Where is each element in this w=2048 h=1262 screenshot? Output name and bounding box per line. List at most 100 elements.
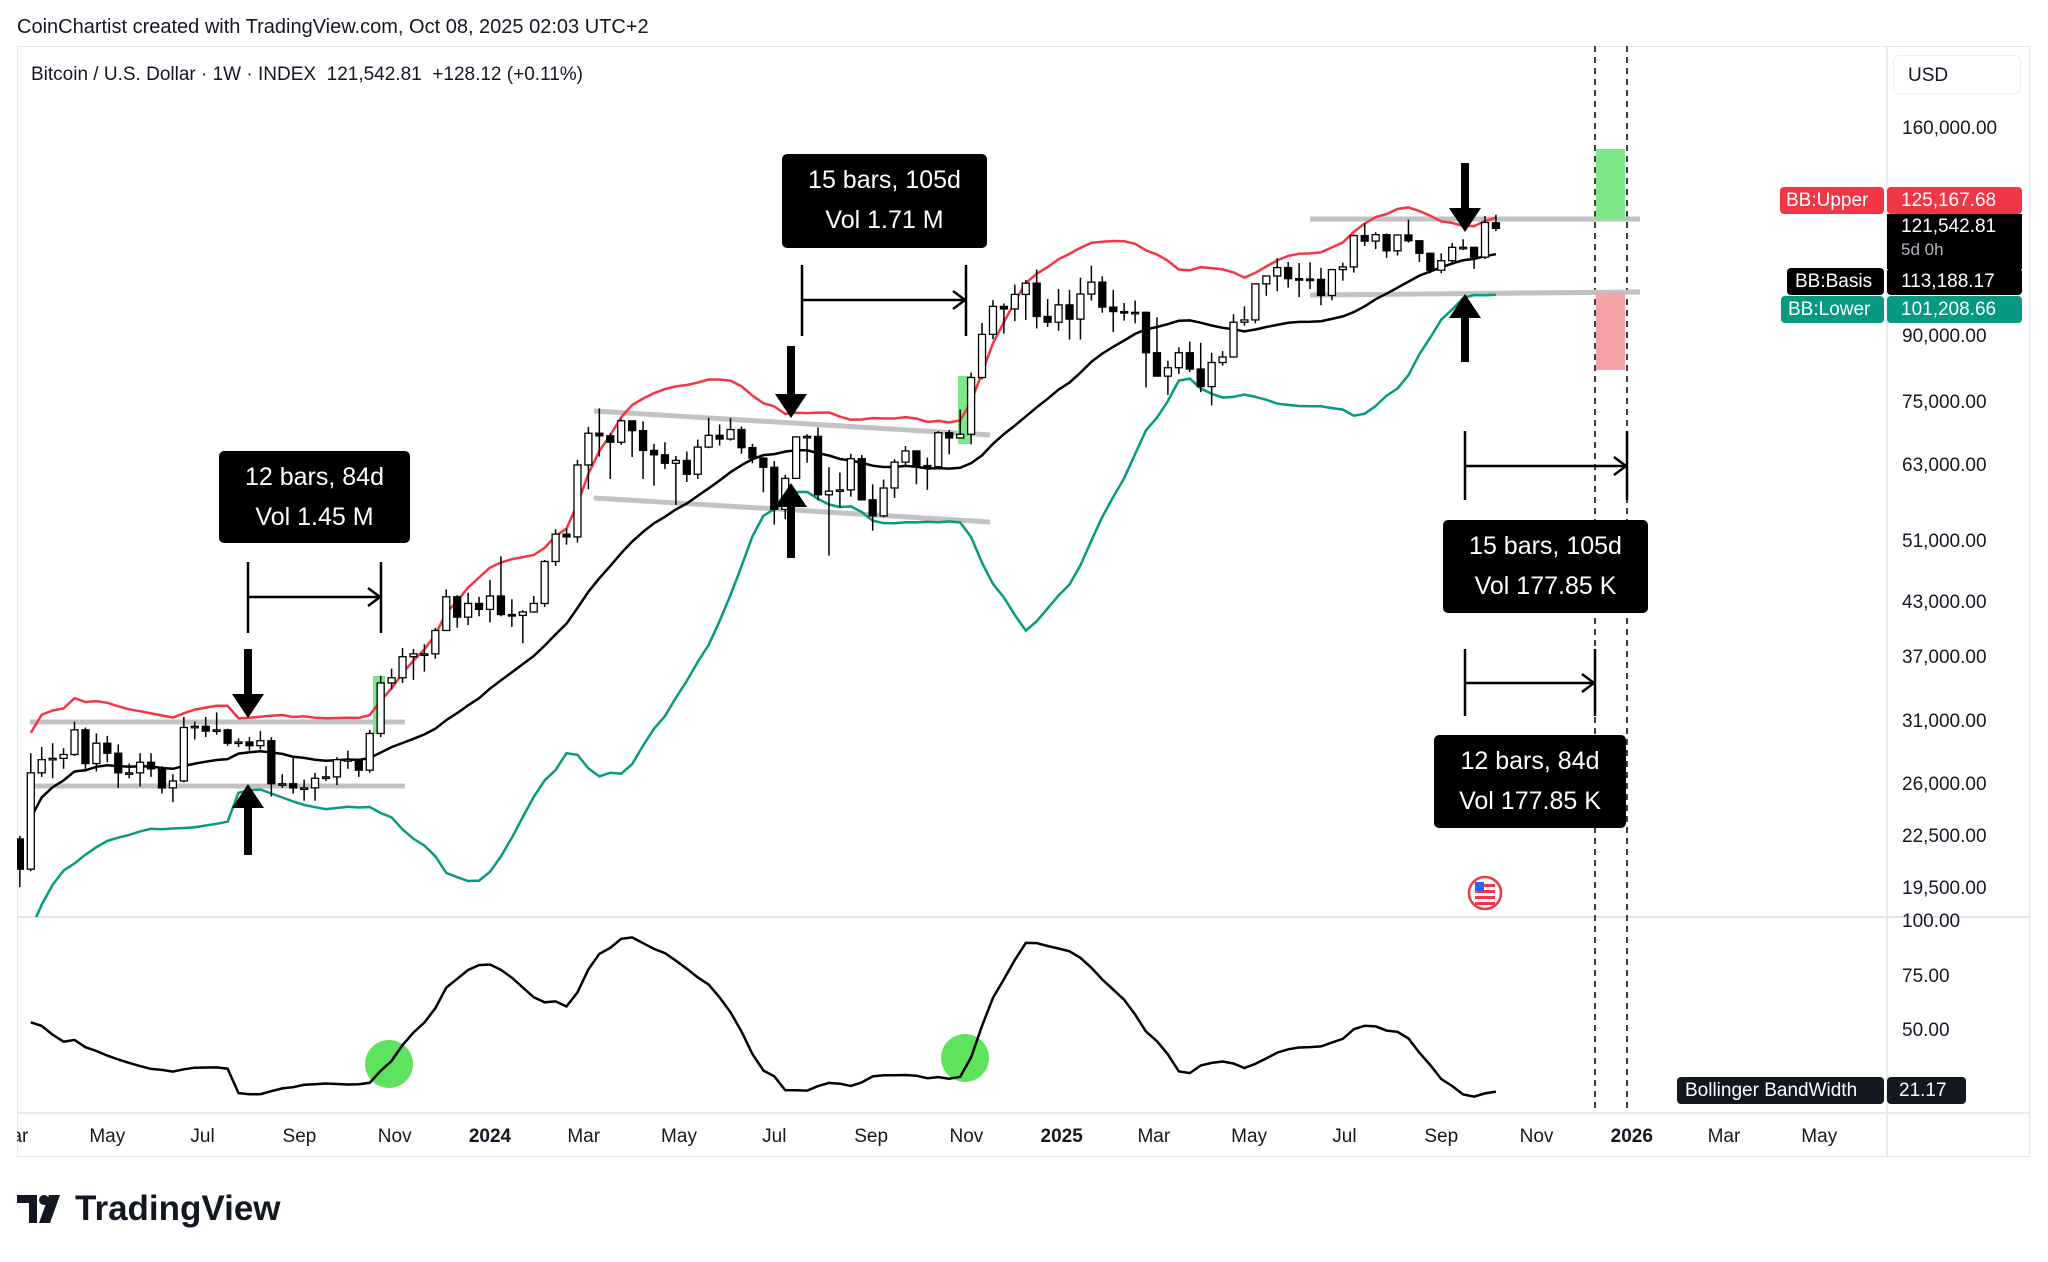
bullish-projection-zone[interactable]	[1596, 149, 1625, 219]
candle[interactable]	[1284, 262, 1293, 288]
candle[interactable]	[365, 729, 374, 773]
candle[interactable]	[299, 779, 309, 801]
candle[interactable]	[354, 759, 363, 777]
bb-upper-line[interactable]	[29, 206, 1497, 734]
candle[interactable]	[1251, 283, 1260, 324]
candle[interactable]	[256, 731, 265, 750]
candle[interactable]	[770, 460, 779, 525]
candle[interactable]	[59, 748, 68, 769]
candle[interactable]	[26, 753, 35, 871]
candle[interactable]	[1404, 219, 1413, 243]
candle[interactable]	[977, 322, 987, 380]
candle[interactable]	[48, 743, 57, 779]
candle[interactable]	[387, 668, 396, 690]
candle[interactable]	[671, 455, 681, 505]
candle[interactable]	[726, 417, 735, 441]
candle[interactable]	[945, 430, 954, 455]
candle[interactable]	[1229, 314, 1238, 358]
candle[interactable]	[966, 372, 976, 445]
candle[interactable]	[857, 454, 866, 501]
candle[interactable]	[431, 627, 440, 659]
currency-button[interactable]: USD	[1893, 55, 2021, 94]
candle[interactable]	[846, 453, 855, 497]
candle[interactable]	[168, 774, 178, 803]
candle[interactable]	[1338, 262, 1348, 281]
candle[interactable]	[1032, 269, 1041, 329]
candle[interactable]	[223, 728, 232, 746]
candle[interactable]	[1371, 232, 1380, 250]
us-flag-event-icon[interactable]	[1467, 875, 1503, 911]
candle[interactable]	[1480, 216, 1490, 260]
candle[interactable]	[1152, 317, 1162, 377]
candle[interactable]	[1120, 303, 1129, 321]
candle[interactable]	[135, 753, 145, 787]
candle[interactable]	[1240, 306, 1249, 326]
candle[interactable]	[562, 528, 571, 545]
candle[interactable]	[1262, 275, 1271, 296]
candle[interactable]	[1141, 311, 1151, 388]
candle[interactable]	[813, 427, 823, 501]
candle[interactable]	[376, 675, 385, 738]
candle[interactable]	[1415, 240, 1424, 263]
candle[interactable]	[1207, 352, 1216, 406]
candle[interactable]	[1305, 262, 1315, 290]
time-axis[interactable]: Mar May Jul Sep Nov 2024 Mar May Jul Sep Nov 2025 Ma…	[17, 1113, 1887, 1157]
candle[interactable]	[649, 443, 659, 486]
candle[interactable]	[682, 451, 691, 482]
candle[interactable]	[125, 763, 134, 779]
candle[interactable]	[551, 529, 560, 567]
candle[interactable]	[343, 750, 353, 769]
candle[interactable]	[923, 457, 932, 490]
candle[interactable]	[1109, 289, 1118, 332]
candle[interactable]	[332, 757, 342, 786]
candle[interactable]	[1098, 276, 1107, 313]
range-resistance-line-2024[interactable]	[593, 408, 991, 438]
bb-lower-line[interactable]	[31, 293, 1496, 929]
candle[interactable]	[956, 409, 965, 439]
candle[interactable]	[474, 596, 484, 617]
candle[interactable]	[1065, 289, 1074, 340]
candle[interactable]	[278, 774, 287, 788]
candle[interactable]	[518, 610, 527, 644]
candle[interactable]	[1273, 258, 1282, 292]
range-support-line-2025[interactable]	[1309, 289, 1641, 298]
candle[interactable]	[1163, 360, 1173, 395]
tradingview-logo[interactable]: TradingView	[17, 1189, 281, 1229]
candle[interactable]	[1218, 351, 1227, 366]
symbol-legend[interactable]: Bitcoin / U.S. Dollar · 1W · INDEX 121,5…	[31, 64, 583, 86]
candle[interactable]	[92, 733, 101, 772]
bollinger-bandwidth-line[interactable]	[30, 936, 1497, 1098]
projection-stats-label-105d[interactable]: 15 bars, 105d Vol 177.85 K	[1443, 520, 1648, 613]
candle[interactable]	[715, 424, 724, 446]
candle[interactable]	[1021, 280, 1030, 320]
candle[interactable]	[912, 450, 921, 485]
candle[interactable]	[693, 439, 702, 479]
candle[interactable]	[617, 419, 626, 445]
arrow-up-icon[interactable]	[1449, 294, 1481, 362]
arrow-up-icon[interactable]	[775, 483, 807, 558]
date-range-measure-2023[interactable]	[246, 562, 383, 633]
candle[interactable]	[1087, 265, 1096, 301]
date-range-measure-2024[interactable]	[800, 265, 968, 336]
candle[interactable]	[442, 589, 451, 632]
candle[interactable]	[310, 772, 320, 801]
arrow-up-icon[interactable]	[232, 784, 264, 855]
candle[interactable]	[234, 738, 243, 747]
candle[interactable]	[1437, 253, 1446, 274]
candle[interactable]	[1327, 268, 1337, 301]
date-range-projection-105d[interactable]	[1463, 431, 1629, 500]
candle[interactable]	[157, 766, 167, 794]
candle[interactable]	[1043, 299, 1052, 327]
candle[interactable]	[190, 721, 199, 740]
candle[interactable]	[1294, 262, 1304, 298]
candle[interactable]	[759, 457, 768, 493]
candle[interactable]	[1174, 347, 1183, 374]
candle[interactable]	[245, 737, 254, 751]
candle[interactable]	[627, 420, 637, 458]
candle[interactable]	[1458, 239, 1468, 251]
candle[interactable]	[1469, 246, 1479, 269]
candle[interactable]	[409, 649, 418, 680]
candle[interactable]	[267, 737, 276, 797]
candle[interactable]	[748, 443, 757, 464]
